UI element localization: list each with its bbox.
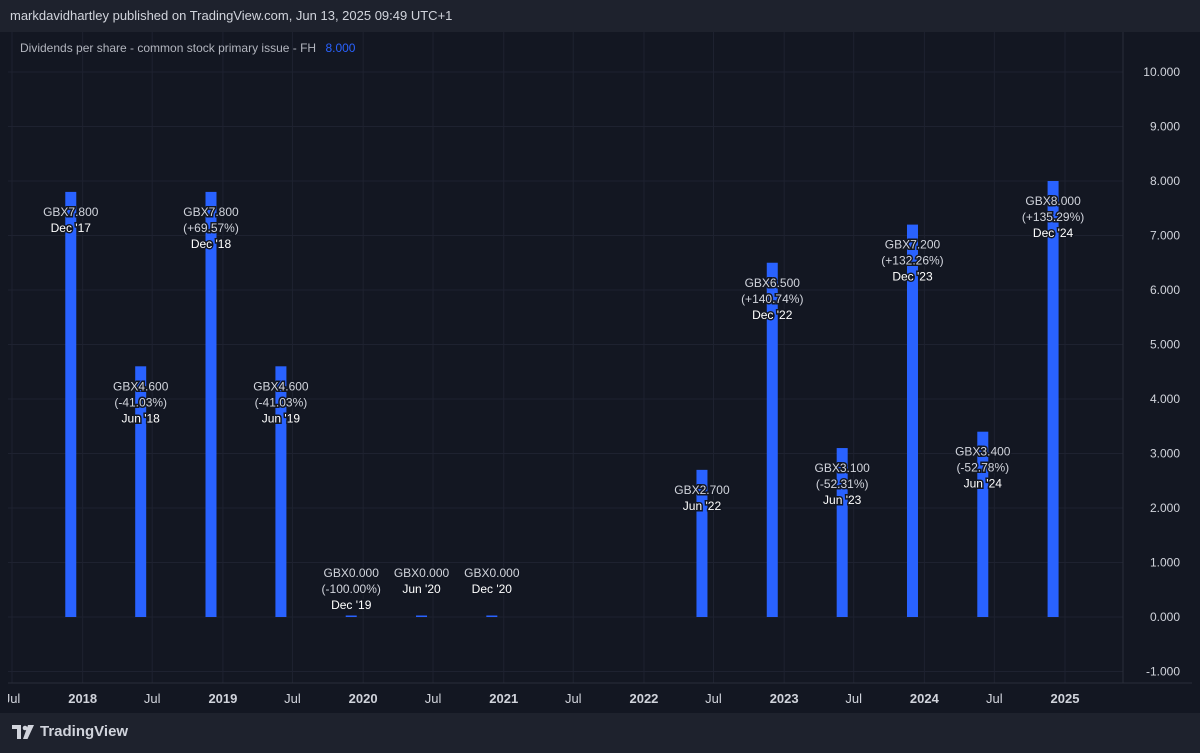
- bar-change-label: (+140.74%): [741, 292, 803, 306]
- dividend-bar: [906, 224, 918, 617]
- bar-value-label: GBX0.000: [464, 566, 520, 580]
- dividend-bar: [836, 448, 848, 617]
- bar-value-label: GBX7.800: [43, 205, 99, 219]
- dividend-chart: 10.000 9.000 8.000 7.000 6.000 5.000 4.000 3.00…: [8, 32, 1192, 706]
- y-tick-label: 8.000: [1150, 174, 1180, 188]
- y-tick-label: 4.000: [1150, 392, 1180, 406]
- y-tick-label: -1.000: [1146, 665, 1180, 679]
- dividend-bar: [977, 431, 989, 617]
- x-tick-label: Jul: [425, 691, 442, 706]
- x-tick-label: Jul: [144, 691, 161, 706]
- bar-change-label: (+135.29%): [1022, 210, 1084, 224]
- bar-period-label: Jun '18: [122, 411, 161, 425]
- bar-period-label: Jun '19: [262, 411, 301, 425]
- series-legend: Dividends per share - common stock prima…: [20, 41, 355, 55]
- x-tick-label: 2024: [910, 691, 940, 706]
- bar-value-label: GBX0.000: [394, 566, 450, 580]
- y-tick-label: 10.000: [1143, 65, 1180, 79]
- x-tick-label: 2025: [1051, 691, 1080, 706]
- bar-period-label: Dec '17: [51, 221, 92, 235]
- dividend-bar: [65, 191, 77, 617]
- y-tick-label: 2.000: [1150, 501, 1180, 515]
- x-tick-label: Jul: [8, 691, 20, 706]
- x-tick-label: 2020: [349, 691, 378, 706]
- bar-period-label: Dec '19: [331, 598, 372, 612]
- brand[interactable]: TradingView: [12, 723, 128, 740]
- x-tick-label: Jul: [705, 691, 722, 706]
- legend-label: Dividends per share - common stock prima…: [20, 41, 317, 55]
- dividend-bar: [486, 615, 498, 617]
- bar-change-label: (-52.78%): [956, 461, 1009, 475]
- bar-value-label: GBX7.200: [885, 238, 941, 252]
- y-tick-label: 9.000: [1150, 120, 1180, 134]
- bar-period-label: Jun '24: [964, 477, 1003, 491]
- y-tick-label: 1.000: [1150, 556, 1180, 570]
- dividend-bar: [696, 469, 708, 617]
- bar-value-label: GBX0.000: [324, 566, 380, 580]
- x-tick-label: Jul: [986, 691, 1003, 706]
- bar-value-label: GBX8.000: [1025, 194, 1081, 208]
- bar-value-label: GBX2.700: [674, 483, 730, 497]
- bar-period-label: Dec '24: [1033, 226, 1074, 240]
- y-tick-label: 7.000: [1150, 229, 1180, 243]
- bar-change-label: (+132.26%): [881, 254, 943, 268]
- footer-bar: [0, 713, 1200, 753]
- dividend-bar: [135, 366, 147, 617]
- x-tick-label: Jul: [845, 691, 862, 706]
- bar-period-label: Jun '23: [823, 493, 862, 507]
- x-tick-label: Jul: [284, 691, 301, 706]
- bar-value-label: GBX4.600: [253, 379, 309, 393]
- y-tick-label: 3.000: [1150, 447, 1180, 461]
- chart-pane[interactable]: 10.000 9.000 8.000 7.000 6.000 5.000 4.000 3.00…: [8, 32, 1192, 713]
- bar-period-label: Dec '20: [472, 582, 513, 596]
- dividend-bar: [205, 191, 217, 617]
- brand-name: TradingView: [40, 723, 129, 740]
- x-tick-label: 2023: [770, 691, 799, 706]
- dividend-bar: [1047, 181, 1059, 617]
- dividend-bar: [275, 366, 287, 617]
- y-tick-label: 5.000: [1150, 338, 1180, 352]
- bar-value-label: GBX7.800: [183, 205, 239, 219]
- legend-value: 8.000: [325, 41, 356, 55]
- dividend-bar: [416, 615, 428, 617]
- bar-value-label: GBX6.500: [745, 276, 801, 290]
- bar-change-label: (-100.00%): [322, 582, 381, 596]
- y-tick-label: 0.000: [1150, 610, 1180, 624]
- dividend-bar: [345, 615, 357, 617]
- bar-period-label: Jun '22: [683, 499, 722, 513]
- tradingview-logo-icon: [12, 724, 34, 739]
- bar-change-label: (+69.57%): [183, 221, 239, 235]
- dividend-bar: [766, 262, 778, 617]
- x-tick-label: Jul: [565, 691, 582, 706]
- x-tick-label: 2021: [489, 691, 518, 706]
- bar-period-label: Jun '20: [402, 582, 441, 596]
- bar-value-label: GBX3.400: [955, 445, 1011, 459]
- bar-period-label: Dec '18: [191, 237, 232, 251]
- bar-period-label: Dec '22: [752, 308, 793, 322]
- publisher-bar: markdavidhartley published on TradingVie…: [0, 0, 1200, 32]
- bar-period-label: Dec '23: [892, 270, 933, 284]
- x-tick-label: 2022: [629, 691, 658, 706]
- bar-change-label: (-52.31%): [816, 477, 869, 491]
- x-tick-label: 2019: [208, 691, 237, 706]
- bar-value-label: GBX4.600: [113, 379, 169, 393]
- y-tick-label: 6.000: [1150, 283, 1180, 297]
- publisher-info: markdavidhartley published on TradingVie…: [10, 8, 453, 23]
- x-tick-label: 2018: [68, 691, 97, 706]
- bar-change-label: (-41.03%): [255, 395, 308, 409]
- bar-value-label: GBX3.100: [814, 461, 870, 475]
- bar-change-label: (-41.03%): [114, 395, 167, 409]
